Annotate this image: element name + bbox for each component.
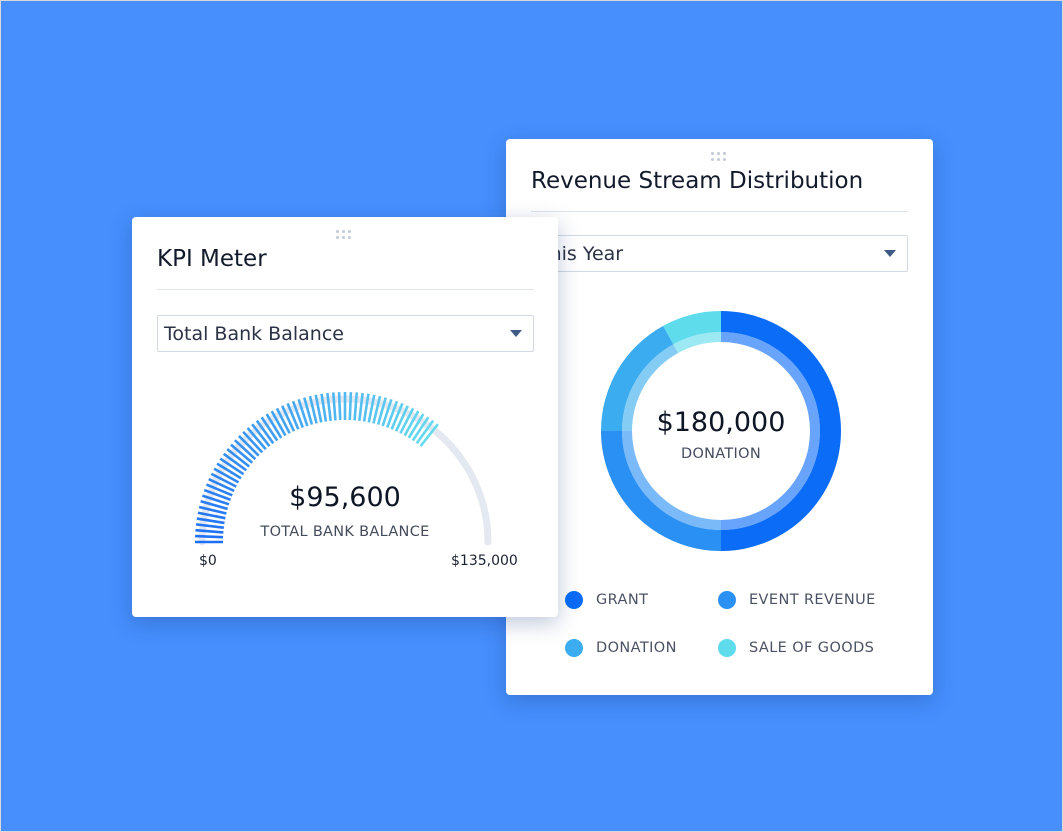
gauge-tick-mark xyxy=(297,398,309,427)
gauge-label: TOTAL BANK BALANCE xyxy=(260,524,430,540)
kpi-metric-select-value: Total Bank Balance xyxy=(164,323,344,345)
gauge-tick-mark xyxy=(386,400,399,428)
donut-slice-inner-ring xyxy=(622,344,679,431)
period-select-value: This Year xyxy=(538,243,624,265)
legend-dot xyxy=(718,639,736,657)
gauge-tick-mark xyxy=(372,395,382,424)
revenue-donut-chart xyxy=(601,311,841,551)
gauge-tick-mark xyxy=(255,419,275,445)
donut-slice-inner-ring xyxy=(673,332,721,354)
gauge-min-label: $0 xyxy=(199,553,217,569)
widget-title: Revenue Stream Distribution xyxy=(531,168,864,194)
legend-label: DONATION xyxy=(596,640,677,656)
gauge-tick-mark xyxy=(353,392,359,421)
gauge-tick-mark xyxy=(331,392,337,421)
revenue-stream-widget: Revenue Stream Distribution This Year $1… xyxy=(506,139,933,695)
legend-dot xyxy=(565,591,583,609)
donut-slice-grant[interactable] xyxy=(721,311,841,551)
gauge-tick-mark xyxy=(275,407,291,434)
chevron-down-icon xyxy=(510,330,522,337)
gauge-tick-mark xyxy=(326,392,332,422)
gauge-tick-mark xyxy=(219,457,245,476)
gauge-tick-mark xyxy=(265,413,283,439)
gauge-tick-mark xyxy=(222,452,248,472)
gauge-tick-mark xyxy=(381,398,393,427)
donut-slice-sale-of-goods[interactable] xyxy=(663,311,721,345)
gauge-tick-mark xyxy=(242,430,264,454)
gauge-tick-mark xyxy=(208,478,235,493)
widget-title: KPI Meter xyxy=(157,246,267,272)
gauge-tick-mark xyxy=(320,393,328,422)
kpi-meter-widget: KPI Meter Total Bank Balance $95,600 TOT… xyxy=(132,217,558,617)
donut-slice-event-revenue[interactable] xyxy=(601,431,721,551)
gauge-tick-mark xyxy=(411,416,430,442)
gauge-tick-mark xyxy=(270,410,287,437)
gauge-tick-mark xyxy=(394,405,409,432)
gauge-tick-mark xyxy=(196,517,225,525)
divider xyxy=(157,289,534,290)
gauge-tick-mark xyxy=(238,435,260,457)
gauge-tick-mark xyxy=(286,402,300,430)
gauge-tick-mark xyxy=(303,397,314,425)
gauge-tick-mark xyxy=(201,494,230,506)
gauge-tick-mark xyxy=(308,395,318,424)
kpi-gauge xyxy=(195,392,492,546)
gauge-tick-mark xyxy=(195,523,225,529)
gauge-tick-mark xyxy=(233,439,257,461)
gauge-tick-mark xyxy=(198,505,227,515)
gauge-tick-mark xyxy=(362,393,370,422)
gauge-tick-mark xyxy=(200,500,228,511)
chevron-down-icon xyxy=(884,250,896,257)
gauge-tick-mark xyxy=(348,392,353,421)
legend-dot xyxy=(718,591,736,609)
gauge-tick-mark xyxy=(399,407,415,434)
gauge-tick-mark xyxy=(251,423,271,447)
legend-label: GRANT xyxy=(596,592,649,608)
gauge-tick-mark xyxy=(216,462,242,480)
kpi-metric-select[interactable]: Total Bank Balance xyxy=(157,315,534,352)
drag-handle-icon[interactable] xyxy=(710,152,729,164)
donut-center-label: DONATION xyxy=(680,446,761,462)
gauge-tick-mark xyxy=(195,528,224,534)
donut-slice-inner-ring xyxy=(721,332,820,530)
gauge-tick-mark xyxy=(358,392,364,422)
gauge-tick-mark xyxy=(403,410,420,437)
gauge-tick-mark xyxy=(415,419,435,445)
legend-label: SALE OF GOODS xyxy=(749,640,875,656)
gauge-tick-mark xyxy=(197,511,226,520)
gauge-tick-mark xyxy=(230,443,254,464)
gauge-tick-mark xyxy=(226,448,250,468)
gauge-tick-mark xyxy=(260,416,279,442)
gauge-tick-mark xyxy=(281,405,296,432)
divider xyxy=(531,211,908,212)
gauge-tick-mark xyxy=(203,488,231,501)
gauge-max-label: $135,000 xyxy=(451,553,518,569)
gauge-tick-mark xyxy=(367,394,376,423)
gauge-tick-mark xyxy=(337,392,342,421)
drag-handle-icon[interactable] xyxy=(336,230,354,242)
legend-dot xyxy=(565,639,583,657)
gauge-tick-mark xyxy=(376,397,387,425)
gauge-tick-mark xyxy=(314,394,323,423)
gauge-tick-mark xyxy=(210,472,237,488)
gauge-tick-mark xyxy=(419,423,439,447)
donut-slice-inner-ring xyxy=(622,431,721,530)
donut-center-value: $180,000 xyxy=(656,407,786,438)
gauge-value: $95,600 xyxy=(289,482,401,513)
gauge-tick-mark xyxy=(195,534,224,539)
gauge-tick-mark xyxy=(213,467,240,484)
legend-label: EVENT REVENUE xyxy=(749,592,876,608)
gauge-tick-mark xyxy=(246,427,267,451)
gauge-tick-mark xyxy=(407,413,425,439)
donut-slice-donation[interactable] xyxy=(601,325,674,431)
gauge-tick-mark xyxy=(291,400,304,428)
gauge-tick-mark xyxy=(205,483,233,497)
period-select[interactable]: This Year xyxy=(531,235,908,272)
gauge-tick-mark xyxy=(390,402,404,430)
